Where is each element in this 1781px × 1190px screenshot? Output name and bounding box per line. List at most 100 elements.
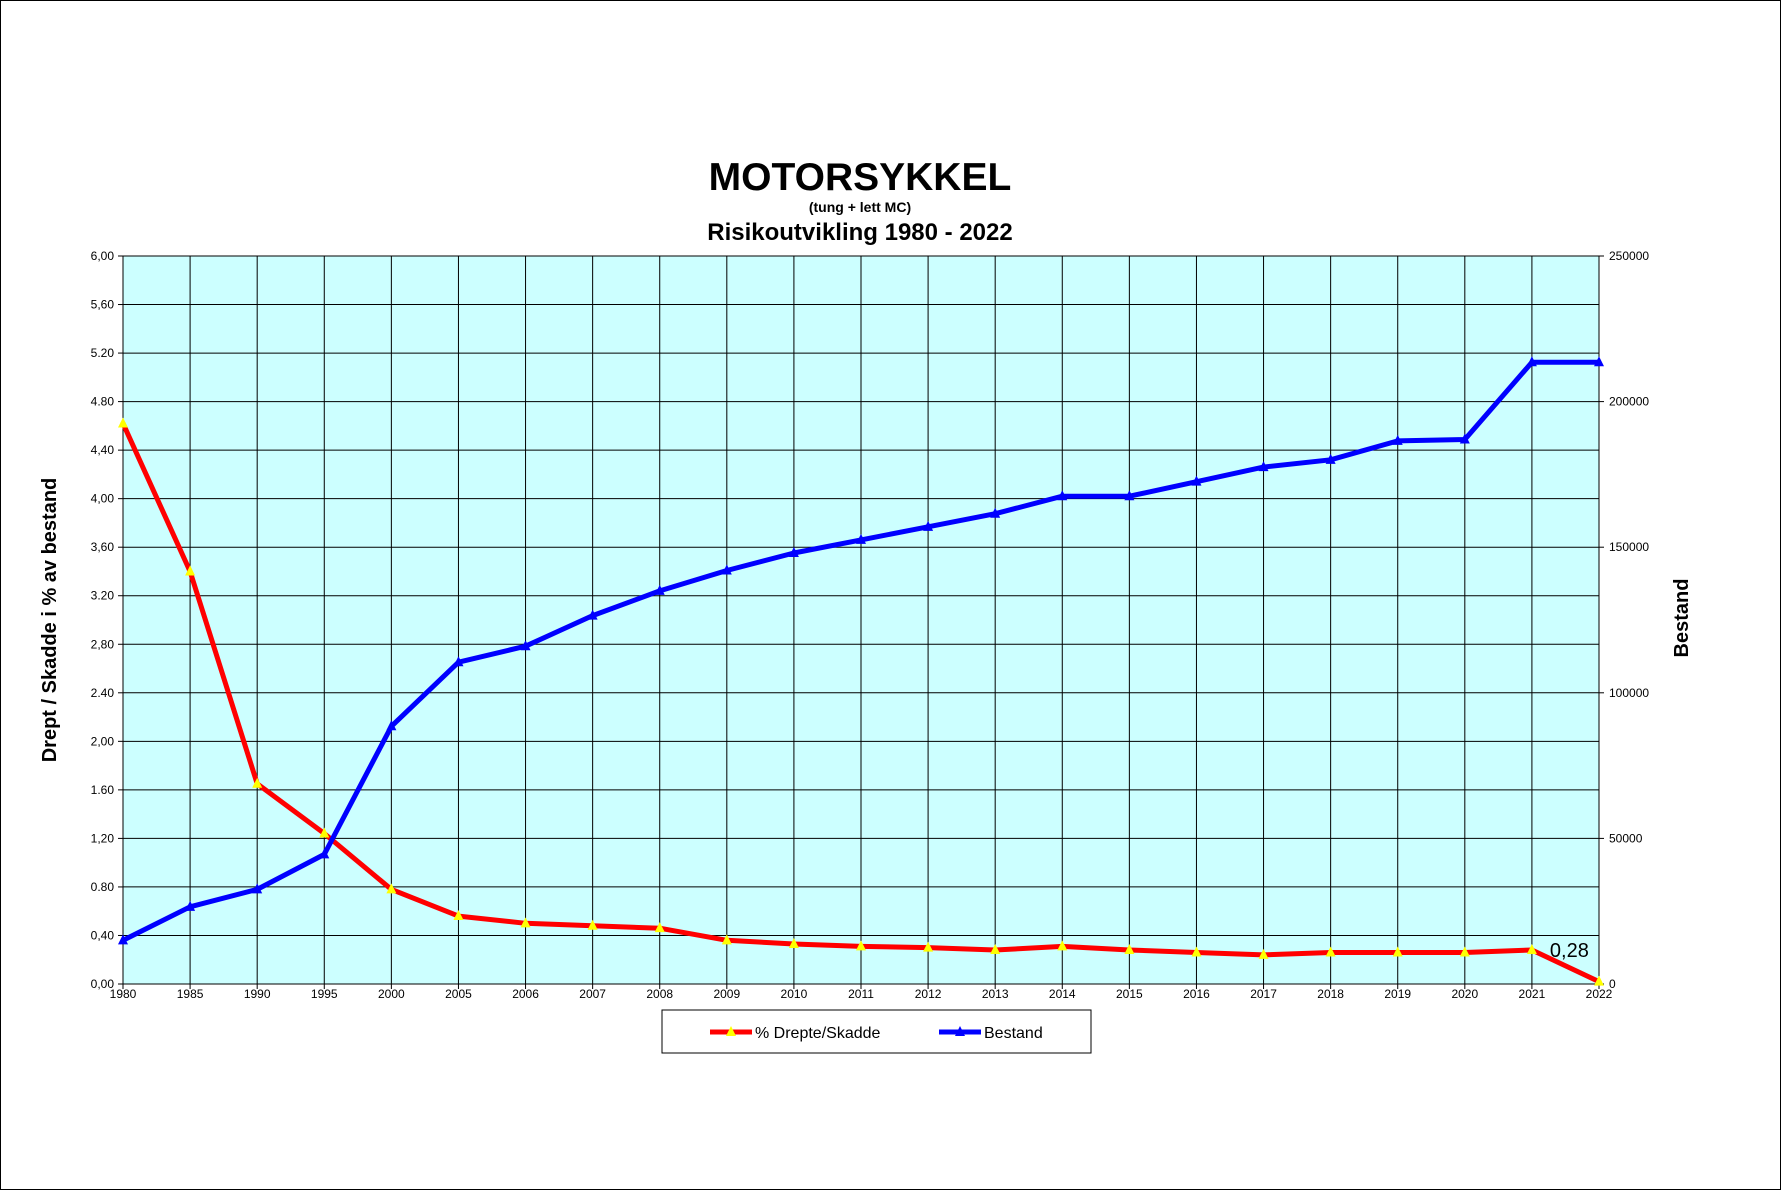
x-tick-label: 2007 xyxy=(579,987,606,1001)
legend-marker-drepte xyxy=(726,1026,736,1036)
x-tick-label: 2005 xyxy=(445,987,472,1001)
y-left-tick-label: 4.80 xyxy=(91,395,115,409)
data-point-bestand xyxy=(453,656,464,667)
data-point-drepte-skadde xyxy=(520,917,531,928)
x-tick-label: 2020 xyxy=(1451,987,1478,1001)
data-point-bestand xyxy=(520,640,531,651)
chart-subtitle: Risikoutvikling 1980 - 2022 xyxy=(707,219,1012,246)
y-left-tick-label: 2,00 xyxy=(91,734,115,748)
x-tick-label: 2012 xyxy=(915,987,942,1001)
x-axis-ticks: 1980 1985 1990 1995 2000 2005 2006 2007 2008 2009… xyxy=(110,984,1613,1001)
grid-lines xyxy=(123,256,1599,984)
x-tick-label: 2018 xyxy=(1317,987,1344,1001)
data-point-bestand xyxy=(856,533,866,544)
data-point-drepte-skadde xyxy=(252,777,263,788)
x-tick-label: 2019 xyxy=(1384,987,1411,1001)
y-left-tick-label: 2.40 xyxy=(91,686,115,700)
data-point-drepte-skadde xyxy=(587,919,598,930)
y-left-tick-label: 0.80 xyxy=(91,880,115,894)
data-point-bestand xyxy=(1459,433,1470,444)
data-point-drepte-skadde xyxy=(319,827,330,838)
y-left-tick-label: 5.20 xyxy=(91,346,115,360)
x-tick-label: 2014 xyxy=(1049,987,1076,1001)
x-tick-label: 2008 xyxy=(646,987,673,1001)
series-layer xyxy=(118,356,1604,986)
data-label-annotation: 0,28 xyxy=(1550,940,1589,962)
data-point-bestand xyxy=(319,848,330,859)
x-tick-label: 1985 xyxy=(177,987,204,1001)
y-axis-left-title: Drept / Skadde i % av bestand xyxy=(39,478,61,763)
data-point-bestand xyxy=(721,564,732,575)
x-tick-label: 2006 xyxy=(512,987,539,1001)
data-point-drepte-skadde xyxy=(990,944,1001,955)
annotation-layer: 0,28 xyxy=(1550,940,1589,962)
data-point-bestand xyxy=(1526,356,1537,367)
data-point-drepte-skadde xyxy=(788,937,799,948)
data-point-drepte-skadde xyxy=(185,565,196,576)
data-point-bestand xyxy=(923,520,934,531)
data-point-drepte-skadde xyxy=(654,922,665,933)
x-tick-label: 2021 xyxy=(1519,987,1546,1001)
data-point-drepte-skadde xyxy=(118,417,128,428)
data-point-drepte-skadde xyxy=(1258,948,1269,959)
data-point-bestand xyxy=(788,547,799,558)
left-axis-ticks: 0,00 0,40 0.80 1,20 1.60 2,00 2.40 2,80 3.20 3,60… xyxy=(91,249,123,991)
x-tick-label: 1980 xyxy=(110,987,137,1001)
x-tick-label: 2000 xyxy=(378,987,405,1001)
data-point-drepte-skadde xyxy=(1526,944,1537,955)
data-point-bestand xyxy=(118,934,128,945)
y-right-tick-label: 0 xyxy=(1609,977,1616,991)
data-point-bestand xyxy=(1325,453,1336,464)
data-point-bestand xyxy=(1124,490,1135,501)
data-point-bestand xyxy=(1594,356,1604,367)
data-point-drepte-skadde xyxy=(1594,975,1604,986)
y-left-tick-label: 3,60 xyxy=(91,540,115,554)
x-tick-label: 2015 xyxy=(1116,987,1143,1001)
y-left-tick-label: 2,80 xyxy=(91,637,115,651)
y-left-tick-label: 3.20 xyxy=(91,589,115,603)
y-right-tick-label: 200000 xyxy=(1609,395,1649,409)
x-tick-label: 2022 xyxy=(1586,987,1613,1001)
data-point-drepte-skadde xyxy=(721,934,732,945)
y-left-tick-label: 0,40 xyxy=(91,928,115,942)
data-point-bestand xyxy=(654,584,665,595)
data-point-bestand xyxy=(185,900,196,911)
x-tick-label: 2016 xyxy=(1183,987,1210,1001)
x-tick-label: 2013 xyxy=(982,987,1009,1001)
y-left-tick-label: 1.60 xyxy=(91,783,115,797)
y-axis-right-title: Bestand xyxy=(1671,579,1693,658)
x-tick-label: 2010 xyxy=(781,987,808,1001)
x-tick-label: 2011 xyxy=(848,987,874,1001)
data-point-drepte-skadde xyxy=(923,941,934,952)
data-point-drepte-skadde xyxy=(1392,946,1403,957)
legend-label-drepte: % Drepte/Skadde xyxy=(755,1025,881,1042)
x-tick-label: 1995 xyxy=(311,987,338,1001)
y-left-tick-label: 0,00 xyxy=(91,977,115,991)
y-left-tick-label: 4,40 xyxy=(91,443,115,457)
y-left-tick-label: 6,00 xyxy=(91,249,115,263)
data-point-bestand xyxy=(252,883,263,894)
chart-title: MOTORSYKKEL xyxy=(709,156,1012,199)
data-point-bestand xyxy=(990,507,1001,518)
y-left-tick-label: 5,60 xyxy=(91,298,115,312)
data-point-drepte-skadde xyxy=(386,883,397,894)
data-point-bestand xyxy=(587,609,598,620)
data-point-drepte-skadde xyxy=(1057,940,1068,951)
x-tick-label: 2009 xyxy=(713,987,740,1001)
data-point-drepte-skadde xyxy=(1124,944,1135,955)
data-point-bestand xyxy=(1392,434,1403,445)
data-point-drepte-skadde xyxy=(856,940,866,951)
y-left-tick-label: 1,20 xyxy=(91,831,115,845)
data-point-bestand xyxy=(1258,461,1269,472)
legend-marker-bestand xyxy=(955,1026,965,1036)
data-point-bestand xyxy=(1057,490,1068,501)
data-point-drepte-skadde xyxy=(1191,946,1202,957)
y-right-tick-label: 50000 xyxy=(1609,831,1643,845)
y-right-tick-label: 150000 xyxy=(1609,540,1649,554)
chart-subtitle-small: (tung + lett MC) xyxy=(809,199,911,215)
legend: % Drepte/Skadde Bestand xyxy=(661,1009,1092,1054)
y-right-tick-label: 100000 xyxy=(1609,686,1649,700)
right-axis-ticks: 0 50000 100000 150000 200000 250000 xyxy=(1599,249,1649,991)
data-point-bestand xyxy=(1191,475,1202,486)
